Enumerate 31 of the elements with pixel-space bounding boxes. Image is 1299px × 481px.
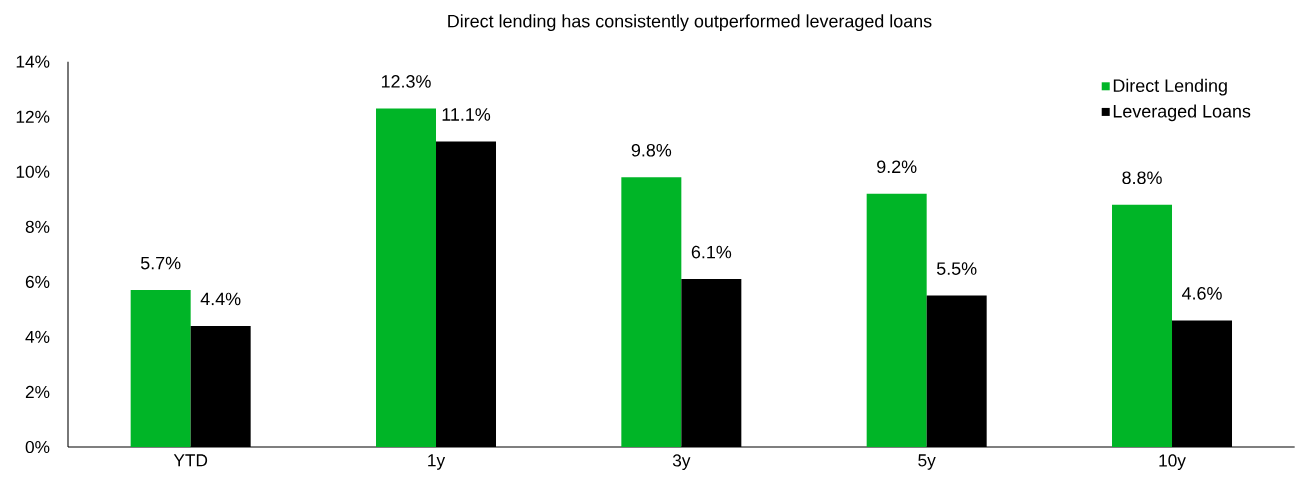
data-label: 9.2% (877, 160, 917, 174)
data-label: 8.8% (1122, 171, 1162, 185)
y-tick-label: 0% (25, 440, 50, 454)
y-tick-label: 10% (16, 165, 50, 178)
data-label: 4.4% (200, 292, 241, 306)
bar (376, 108, 437, 447)
bar (130, 290, 191, 447)
x-tick-label: YTD (173, 454, 208, 467)
data-label: 4.6% (1181, 287, 1222, 300)
y-tick-label: 6% (25, 275, 50, 288)
bar (621, 177, 682, 447)
bar (866, 193, 927, 447)
y-tick-label: 12% (16, 110, 50, 123)
data-label: 12.3% (381, 75, 431, 88)
y-tick-label: 4% (25, 330, 50, 343)
x-tick-label: 3y (672, 454, 691, 470)
y-tick-label: 14% (16, 55, 50, 68)
x-tick-label: 10y (1159, 454, 1186, 470)
legend-label: Leveraged Loans (1113, 104, 1251, 122)
legend-label: Direct Lending (1113, 78, 1227, 96)
x-tick-label: 1y (428, 454, 446, 470)
data-label: 5.7% (140, 256, 181, 270)
data-label: 9.8% (631, 143, 672, 157)
chart-title: Direct lending has consistently outperformed leveraged loans (448, 14, 932, 32)
y-tick-label: 8% (25, 220, 50, 233)
data-label: 5.5% (936, 262, 977, 275)
bar (1112, 204, 1173, 447)
x-tick-label: 5y (918, 454, 936, 470)
data-label: 11.1% (442, 108, 491, 121)
data-label: 6.1% (691, 245, 732, 259)
y-tick-label: 2% (25, 385, 50, 399)
